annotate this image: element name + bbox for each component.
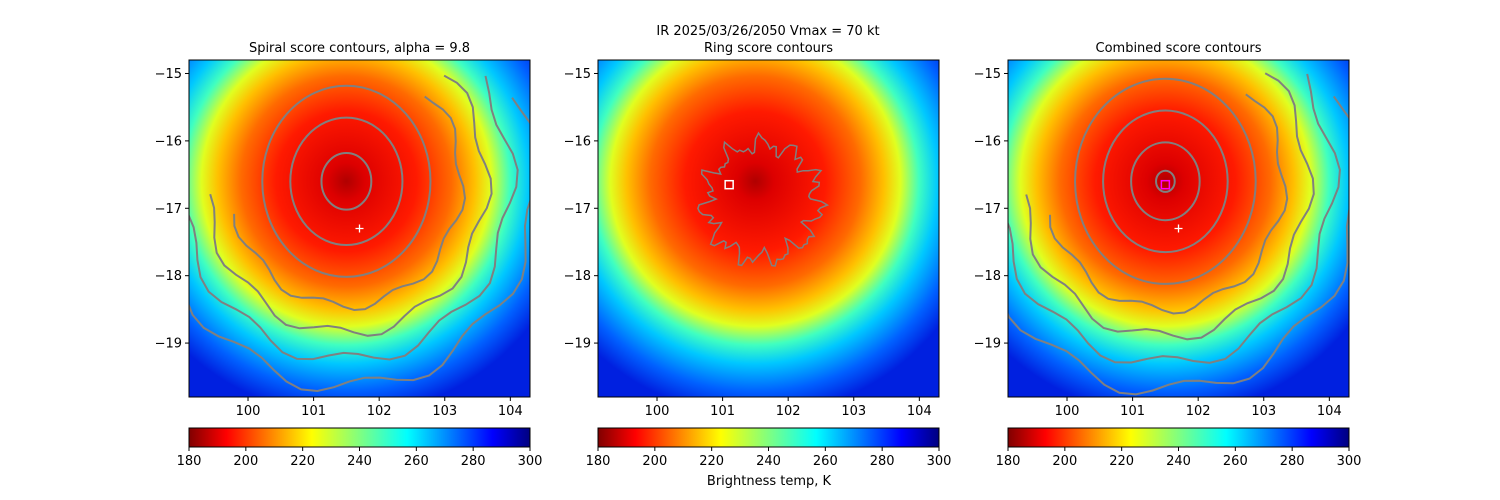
x-tick-label: 104 xyxy=(1317,404,1342,419)
center-square-marker xyxy=(724,179,734,190)
colorbar-tick-label: 240 xyxy=(1166,454,1191,469)
x-tick-label: 100 xyxy=(1055,404,1080,419)
x-tick-label: 101 xyxy=(1120,404,1145,419)
colorbar-tick-label: 280 xyxy=(461,454,486,469)
y-tick-label: −16 xyxy=(974,134,1001,149)
contour-arc-3 xyxy=(189,75,519,361)
x-tick-label: 103 xyxy=(841,404,866,419)
figure-suptitle: IR 2025/03/26/2050 Vmax = 70 kt xyxy=(656,24,879,39)
contour-arc-4 xyxy=(189,97,530,393)
panel-title: Spiral score contours, alpha = 9.8 xyxy=(249,41,470,56)
colorbar-tick-label: 240 xyxy=(347,454,372,469)
contour-ring-4 xyxy=(1074,77,1257,285)
panel-title: Ring score contours xyxy=(704,41,833,56)
y-tick-label: −18 xyxy=(155,269,182,284)
colorbar-tick-label: 280 xyxy=(870,454,895,469)
colorbar-tick-label: 220 xyxy=(699,454,724,469)
plot-area xyxy=(189,60,530,397)
y-tick-label: −17 xyxy=(564,202,591,217)
plot-area xyxy=(598,60,939,397)
colorbar xyxy=(188,427,531,448)
contour-arc-4 xyxy=(1008,95,1349,396)
panel-2: Ring score contours 100 101 102 103 104 −15 −16… xyxy=(564,41,952,469)
contour-arc-1 xyxy=(233,95,467,312)
x-tick-label: 101 xyxy=(301,404,326,419)
colorbar-tick-label: 220 xyxy=(290,454,315,469)
contour-ring-3 xyxy=(261,84,432,278)
colorbar xyxy=(1007,427,1350,448)
ring-score-contour xyxy=(697,131,830,267)
brightness-temperature-field xyxy=(598,60,939,397)
colorbar-label: Brightness temp, K xyxy=(707,474,832,489)
contour-ring-2 xyxy=(289,116,404,247)
x-tick-label: 102 xyxy=(367,404,392,419)
y-tick-label: −16 xyxy=(564,134,591,149)
y-tick-label: −17 xyxy=(974,202,1001,217)
x-tick-label: 103 xyxy=(1251,404,1276,419)
contour-arc-1 xyxy=(1049,93,1289,315)
colorbar-tick-label: 280 xyxy=(1280,454,1305,469)
colorbar-tick-label: 240 xyxy=(756,454,781,469)
y-tick-label: −18 xyxy=(974,269,1001,284)
contour-ring-2 xyxy=(1130,141,1201,222)
plot-area xyxy=(1008,60,1349,397)
contour-ring-1 xyxy=(320,152,373,211)
y-tick-label: −18 xyxy=(564,269,591,284)
x-tick-label: 104 xyxy=(907,404,932,419)
colorbar-tick-label: 200 xyxy=(1052,454,1077,469)
x-tick-label: 104 xyxy=(498,404,523,419)
colorbar-tick-label: 180 xyxy=(996,454,1021,469)
x-tick-label: 103 xyxy=(432,404,457,419)
panel-3: Combined score contours 100 101 102 103 104 −1… xyxy=(974,41,1362,469)
colorbar xyxy=(597,427,940,448)
x-tick-label: 100 xyxy=(645,404,670,419)
x-tick-label: 101 xyxy=(710,404,735,419)
x-tick-label: 100 xyxy=(236,404,261,419)
colorbar-tick-label: 260 xyxy=(813,454,838,469)
center-square-marker xyxy=(1160,179,1171,190)
y-tick-label: −16 xyxy=(155,134,182,149)
axes-frame xyxy=(1007,59,1350,398)
y-tick-label: −19 xyxy=(564,337,591,352)
contour-ring-3 xyxy=(1102,109,1229,254)
panel-1: Spiral score contours, alpha = 9.8 100 101… xyxy=(155,41,543,469)
contour-ring-1 xyxy=(1155,169,1176,193)
center-plus-marker xyxy=(355,224,364,233)
y-tick-label: −15 xyxy=(155,67,182,82)
colorbar-tick-label: 300 xyxy=(518,454,543,469)
contour-arc-3 xyxy=(1008,73,1341,364)
colorbar-tick-label: 260 xyxy=(1223,454,1248,469)
colorbar-tick-label: 200 xyxy=(233,454,258,469)
colorbar-tick-label: 220 xyxy=(1109,454,1134,469)
colorbar-tick-label: 200 xyxy=(642,454,667,469)
contour-arc-2 xyxy=(1025,72,1315,341)
colorbar-tick-label: 300 xyxy=(1337,454,1362,469)
axes-frame xyxy=(188,59,531,398)
colorbar-tick-label: 300 xyxy=(927,454,952,469)
y-tick-label: −17 xyxy=(155,202,182,217)
y-tick-label: −19 xyxy=(155,337,182,352)
panel-title: Combined score contours xyxy=(1096,41,1262,56)
colorbar-tick-label: 180 xyxy=(177,454,202,469)
y-tick-label: −15 xyxy=(564,67,591,82)
colorbar-tick-label: 260 xyxy=(404,454,429,469)
x-tick-label: 102 xyxy=(1186,404,1211,419)
contour-arc-2 xyxy=(209,74,493,337)
colorbar-tick-label: 180 xyxy=(586,454,611,469)
x-tick-label: 102 xyxy=(776,404,801,419)
center-plus-marker xyxy=(1174,224,1183,233)
y-tick-label: −19 xyxy=(974,337,1001,352)
y-tick-label: −15 xyxy=(974,67,1001,82)
axes-frame xyxy=(597,59,940,398)
